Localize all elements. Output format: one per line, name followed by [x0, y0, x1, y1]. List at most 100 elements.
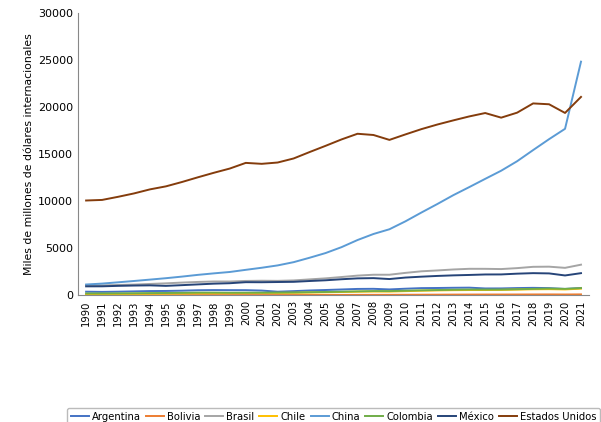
- China: [147, 277, 154, 282]
- Estados Unidos: [434, 122, 441, 127]
- Chile: [434, 288, 441, 293]
- México: [561, 273, 569, 278]
- México: [226, 281, 233, 286]
- Argentina: [498, 286, 505, 291]
- Brasil: [498, 267, 505, 272]
- Chile: [322, 290, 329, 295]
- Estados Unidos: [274, 160, 281, 165]
- México: [481, 272, 489, 277]
- México: [450, 273, 457, 278]
- Estados Unidos: [578, 95, 585, 100]
- China: [546, 137, 553, 142]
- China: [466, 184, 473, 189]
- México: [338, 277, 345, 282]
- Bolivia: [162, 292, 169, 298]
- Colombia: [114, 291, 121, 296]
- Line: Estados Unidos: Estados Unidos: [86, 97, 581, 200]
- Estados Unidos: [546, 102, 553, 107]
- Estados Unidos: [402, 132, 409, 137]
- Bolivia: [434, 292, 441, 297]
- Brasil: [178, 280, 186, 285]
- Chile: [130, 291, 138, 296]
- Colombia: [546, 286, 553, 291]
- Brasil: [418, 269, 425, 274]
- Brasil: [546, 264, 553, 269]
- Argentina: [450, 285, 457, 290]
- Line: México: México: [86, 273, 581, 287]
- Estados Unidos: [322, 143, 329, 149]
- Brasil: [466, 266, 473, 271]
- Argentina: [99, 289, 106, 295]
- Brasil: [338, 274, 345, 279]
- Estados Unidos: [242, 160, 249, 165]
- México: [529, 271, 537, 276]
- México: [498, 272, 505, 277]
- China: [82, 282, 90, 287]
- Chile: [194, 291, 201, 296]
- Argentina: [290, 289, 297, 294]
- Colombia: [306, 289, 313, 295]
- Colombia: [130, 291, 138, 296]
- Argentina: [466, 285, 473, 290]
- Colombia: [529, 287, 537, 292]
- Bolivia: [147, 292, 154, 298]
- Bolivia: [82, 292, 90, 298]
- México: [82, 284, 90, 289]
- Colombia: [194, 290, 201, 295]
- Brasil: [194, 279, 201, 284]
- Chile: [99, 292, 106, 297]
- México: [194, 282, 201, 287]
- Colombia: [354, 289, 361, 294]
- Brasil: [481, 266, 489, 271]
- Bolivia: [114, 292, 121, 298]
- Chile: [290, 290, 297, 295]
- Colombia: [226, 290, 233, 295]
- Chile: [82, 292, 90, 297]
- Bolivia: [402, 292, 409, 298]
- Chile: [210, 291, 218, 296]
- Line: Argentina: Argentina: [86, 288, 581, 292]
- Argentina: [322, 287, 329, 292]
- Colombia: [258, 290, 265, 295]
- Line: Colombia: Colombia: [86, 288, 581, 293]
- Brasil: [226, 279, 233, 284]
- Colombia: [99, 291, 106, 296]
- México: [386, 276, 393, 281]
- Line: Brasil: Brasil: [86, 265, 581, 285]
- México: [210, 281, 218, 286]
- México: [354, 276, 361, 281]
- Chile: [561, 287, 569, 292]
- Colombia: [513, 287, 520, 292]
- Brasil: [82, 283, 90, 288]
- China: [386, 227, 393, 232]
- Argentina: [434, 285, 441, 290]
- China: [450, 193, 457, 198]
- Bolivia: [386, 292, 393, 298]
- China: [529, 148, 537, 153]
- Colombia: [561, 287, 569, 292]
- México: [466, 273, 473, 278]
- Bolivia: [450, 292, 457, 297]
- China: [498, 168, 505, 173]
- Estados Unidos: [513, 110, 520, 115]
- México: [274, 279, 281, 284]
- Argentina: [130, 289, 138, 294]
- México: [402, 275, 409, 280]
- Chile: [498, 287, 505, 292]
- Brasil: [290, 278, 297, 283]
- Argentina: [82, 289, 90, 294]
- Brasil: [274, 279, 281, 284]
- Chile: [226, 291, 233, 296]
- México: [242, 280, 249, 285]
- China: [226, 270, 233, 275]
- Colombia: [210, 290, 218, 295]
- Chile: [147, 291, 154, 296]
- Estados Unidos: [466, 114, 473, 119]
- México: [290, 279, 297, 284]
- China: [114, 280, 121, 285]
- Colombia: [162, 290, 169, 295]
- Brasil: [258, 278, 265, 283]
- Estados Unidos: [354, 131, 361, 136]
- Bolivia: [370, 292, 377, 298]
- Argentina: [147, 289, 154, 294]
